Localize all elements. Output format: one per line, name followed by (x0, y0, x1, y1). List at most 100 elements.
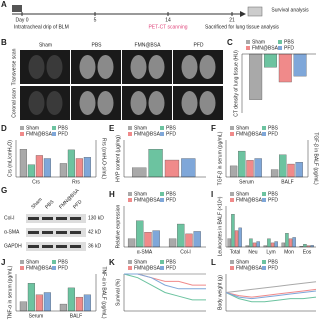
legend-label: PBS (166, 259, 177, 265)
legend-swatch (262, 126, 266, 130)
legend-swatch (160, 266, 164, 270)
legend-swatch (128, 132, 132, 136)
legend-swatch (278, 46, 282, 50)
x-tick-label: Total (230, 249, 241, 255)
legend-label: FMN@BSA (236, 197, 263, 203)
bar (193, 231, 201, 248)
legend-label: PFD (284, 45, 294, 51)
legend-swatch (262, 192, 266, 196)
panel-letter: C (227, 38, 233, 47)
band-label: Col-I (4, 215, 15, 221)
legend-swatch (278, 40, 282, 44)
legend-swatch (128, 266, 132, 270)
bar (238, 150, 246, 178)
legend-swatch (52, 132, 56, 136)
x-tick-label: Serum (239, 179, 254, 185)
size-label: 42 kD (88, 229, 101, 235)
legend-label: Sham (134, 191, 147, 197)
column-label: Sham (39, 42, 52, 48)
legend-swatch (52, 126, 56, 130)
lung (148, 91, 165, 115)
bar (227, 238, 232, 248)
bar (83, 157, 91, 178)
legend-swatch (230, 132, 234, 136)
bar (136, 220, 144, 248)
bar (288, 238, 293, 248)
bar (144, 232, 152, 248)
legend-swatch (128, 192, 132, 196)
y-axis-label: HYP content (μg/mg) (115, 135, 121, 182)
legend-swatch (20, 266, 24, 270)
x-tick-label: Rrs (72, 179, 80, 185)
survival-box (247, 6, 263, 17)
blot-band (70, 217, 81, 220)
legend-label: Sham (134, 259, 147, 265)
lung (199, 91, 216, 115)
mouse-icon (12, 5, 22, 12)
x-tick-label: α-SMA (137, 249, 153, 255)
lung (28, 55, 45, 79)
lane-label: Sham (30, 197, 43, 210)
y-axis-label: Relative expression (115, 204, 121, 248)
legend-swatch (230, 260, 234, 264)
bar (59, 163, 67, 178)
blot-band (70, 245, 81, 248)
panel-letter: D (1, 124, 7, 133)
lung (79, 55, 96, 79)
series-line (124, 273, 206, 286)
bar (249, 53, 263, 100)
bar (270, 242, 275, 248)
y-axis-label: Body weight (g) (217, 275, 223, 310)
bar (35, 294, 43, 312)
panel-letter: G (1, 186, 7, 195)
legend-label: FMN@BSA (134, 131, 161, 137)
legend-label: PBS (58, 125, 69, 131)
bar (164, 159, 180, 178)
legend-swatch (262, 132, 266, 136)
legend-swatch (20, 260, 24, 264)
timeline-day: 14 (165, 17, 171, 23)
timeline-step: PET-CT scanning (148, 24, 187, 30)
x-tick-label: BALF (281, 179, 294, 185)
bar (185, 233, 193, 248)
size-label: 130 kD (88, 215, 104, 221)
blot-band (56, 245, 67, 248)
bar (43, 158, 51, 178)
y2-axis-label: Rrs (cmH₂O·s/mL) (101, 138, 107, 179)
legend-label: Sham (134, 125, 147, 131)
bar (127, 238, 136, 248)
blot-band (70, 231, 81, 234)
row-label: Coronal scan (11, 88, 17, 118)
bar (295, 162, 303, 178)
legend-label: PFD (166, 265, 176, 271)
bar (279, 154, 287, 178)
legend-label: PBS (166, 191, 177, 197)
bar (287, 163, 295, 178)
legend-label: FMN@BSA (134, 265, 161, 271)
timeline-step: Sacrificed for lung tissue analysis (205, 24, 279, 30)
panel-letter: J (1, 258, 5, 267)
panel-letter: A (1, 0, 7, 9)
x-tick-label: Mon (284, 249, 294, 255)
series-line (225, 281, 317, 293)
y2-axis-label: TGF-β in BALF (pg/mL) (313, 132, 319, 185)
legend-label: Sham (236, 191, 249, 197)
series-line (225, 288, 317, 298)
legend-label: PFD (166, 197, 176, 203)
legend-label: FMN@BSA (252, 45, 279, 51)
legend-label: PFD (166, 131, 176, 137)
legend-label: FMN@BSA (26, 265, 53, 271)
timeline-day: 21 (229, 17, 235, 23)
band-label: GAPDH (4, 243, 22, 249)
legend-label: PFD (58, 131, 68, 137)
legend-swatch (230, 266, 234, 270)
lung (181, 91, 198, 115)
timeline-day: 5 (94, 17, 97, 23)
lung (79, 91, 96, 115)
bar (256, 241, 260, 248)
bar (177, 223, 185, 248)
bar (238, 227, 242, 248)
legend-label: PFD (268, 265, 278, 271)
legend-swatch (160, 260, 164, 264)
size-label: 36 kD (88, 243, 101, 249)
